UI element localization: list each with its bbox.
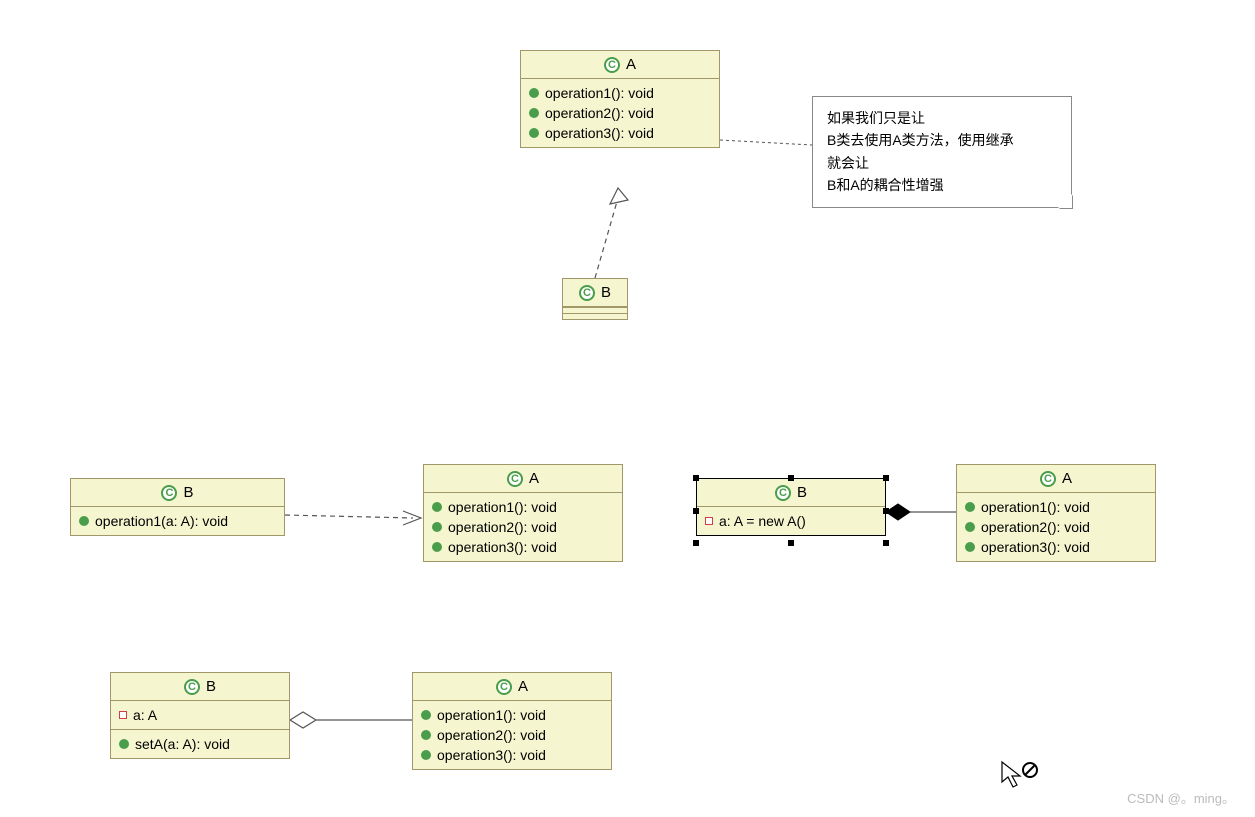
class-name: B	[797, 484, 807, 501]
selection-handle[interactable]	[788, 475, 794, 481]
selection-handle[interactable]	[693, 540, 699, 546]
class-icon: C	[184, 679, 200, 695]
class-attributes: a: A	[111, 701, 289, 730]
class-operations: setA(a: A): void	[111, 730, 289, 758]
selection-handle[interactable]	[693, 475, 699, 481]
class-box-a-midleft[interactable]: C A operation1(): void operation2(): voi…	[423, 464, 623, 562]
selection-handle[interactable]	[883, 540, 889, 546]
public-icon	[965, 542, 975, 552]
class-box-b-bot[interactable]: C B a: A setA(a: A): void	[110, 672, 290, 759]
selection-handle[interactable]	[883, 508, 889, 514]
class-header: C A	[521, 51, 719, 79]
attribute-row: a: A	[119, 705, 281, 725]
watermark-text: CSDN @。ming。	[1127, 788, 1235, 807]
public-icon	[421, 730, 431, 740]
class-icon: C	[775, 485, 791, 501]
class-name: A	[626, 56, 636, 73]
operation-row: operation1(): void	[965, 497, 1147, 517]
note-line: 如果我们只是让	[827, 107, 1057, 129]
class-operations: operation1(): void operation2(): void op…	[957, 493, 1155, 561]
class-icon: C	[496, 679, 512, 695]
selection-handle[interactable]	[788, 540, 794, 546]
diagram-canvas: C A operation1(): void operation2(): voi…	[0, 0, 1255, 817]
class-operations: operation1(): void operation2(): void op…	[521, 79, 719, 147]
public-icon	[421, 710, 431, 720]
class-operations: operation1(a: A): void	[71, 507, 284, 535]
operation-row: operation1(): void	[432, 497, 614, 517]
class-box-b-midleft[interactable]: C B operation1(a: A): void	[70, 478, 285, 536]
note-line: B类去使用A类方法，使用继承	[827, 129, 1057, 151]
class-operations: operation1(): void operation2(): void op…	[413, 701, 611, 769]
public-icon	[79, 516, 89, 526]
class-name: B	[206, 678, 216, 695]
selection-handle[interactable]	[693, 508, 699, 514]
public-icon	[529, 88, 539, 98]
public-icon	[965, 502, 975, 512]
note-box[interactable]: 如果我们只是让 B类去使用A类方法，使用继承 就会让 B和A的耦合性增强	[812, 96, 1072, 208]
operation-row: setA(a: A): void	[119, 734, 281, 754]
operation-row: operation2(): void	[965, 517, 1147, 537]
attribute-row: a: A = new A()	[705, 511, 877, 531]
operation-row: operation3(): void	[432, 537, 614, 557]
class-name: B	[183, 484, 193, 501]
class-name: A	[529, 470, 539, 487]
class-icon: C	[1040, 471, 1056, 487]
operation-row: operation2(): void	[529, 103, 711, 123]
class-name: A	[1062, 470, 1072, 487]
operation-row: operation2(): void	[432, 517, 614, 537]
class-header: C B	[111, 673, 289, 701]
public-icon	[421, 750, 431, 760]
class-header: C A	[957, 465, 1155, 493]
operation-row: operation3(): void	[965, 537, 1147, 557]
public-icon	[529, 108, 539, 118]
class-name: A	[518, 678, 528, 695]
public-icon	[529, 128, 539, 138]
empty-section	[563, 313, 627, 319]
class-box-a-midright[interactable]: C A operation1(): void operation2(): voi…	[956, 464, 1156, 562]
class-header: C A	[424, 465, 622, 493]
class-icon: C	[604, 57, 620, 73]
public-icon	[119, 739, 129, 749]
operation-row: operation3(): void	[421, 745, 603, 765]
class-box-a-top[interactable]: C A operation1(): void operation2(): voi…	[520, 50, 720, 148]
class-name: B	[601, 284, 611, 301]
operation-row: operation1(a: A): void	[79, 511, 276, 531]
private-icon	[119, 711, 127, 719]
class-box-a-bot[interactable]: C A operation1(): void operation2(): voi…	[412, 672, 612, 770]
class-header: C B	[563, 279, 627, 307]
public-icon	[432, 502, 442, 512]
class-icon: C	[579, 285, 595, 301]
selection-handle[interactable]	[883, 475, 889, 481]
private-icon	[705, 517, 713, 525]
operation-row: operation1(): void	[421, 705, 603, 725]
class-box-b-midright[interactable]: C B a: A = new A()	[696, 478, 886, 536]
class-operations: operation1(): void operation2(): void op…	[424, 493, 622, 561]
note-line: B和A的耦合性增强	[827, 174, 1057, 196]
public-icon	[432, 522, 442, 532]
class-header: C A	[413, 673, 611, 701]
class-box-b-top[interactable]: C B	[562, 278, 628, 320]
class-icon: C	[161, 485, 177, 501]
public-icon	[965, 522, 975, 532]
class-header: C B	[71, 479, 284, 507]
public-icon	[432, 542, 442, 552]
operation-row: operation2(): void	[421, 725, 603, 745]
class-icon: C	[507, 471, 523, 487]
class-attributes: a: A = new A()	[697, 507, 885, 535]
operation-row: operation3(): void	[529, 123, 711, 143]
cursor-forbidden-icon	[1000, 760, 1040, 801]
class-header: C B	[697, 479, 885, 507]
note-line: 就会让	[827, 152, 1057, 174]
operation-row: operation1(): void	[529, 83, 711, 103]
